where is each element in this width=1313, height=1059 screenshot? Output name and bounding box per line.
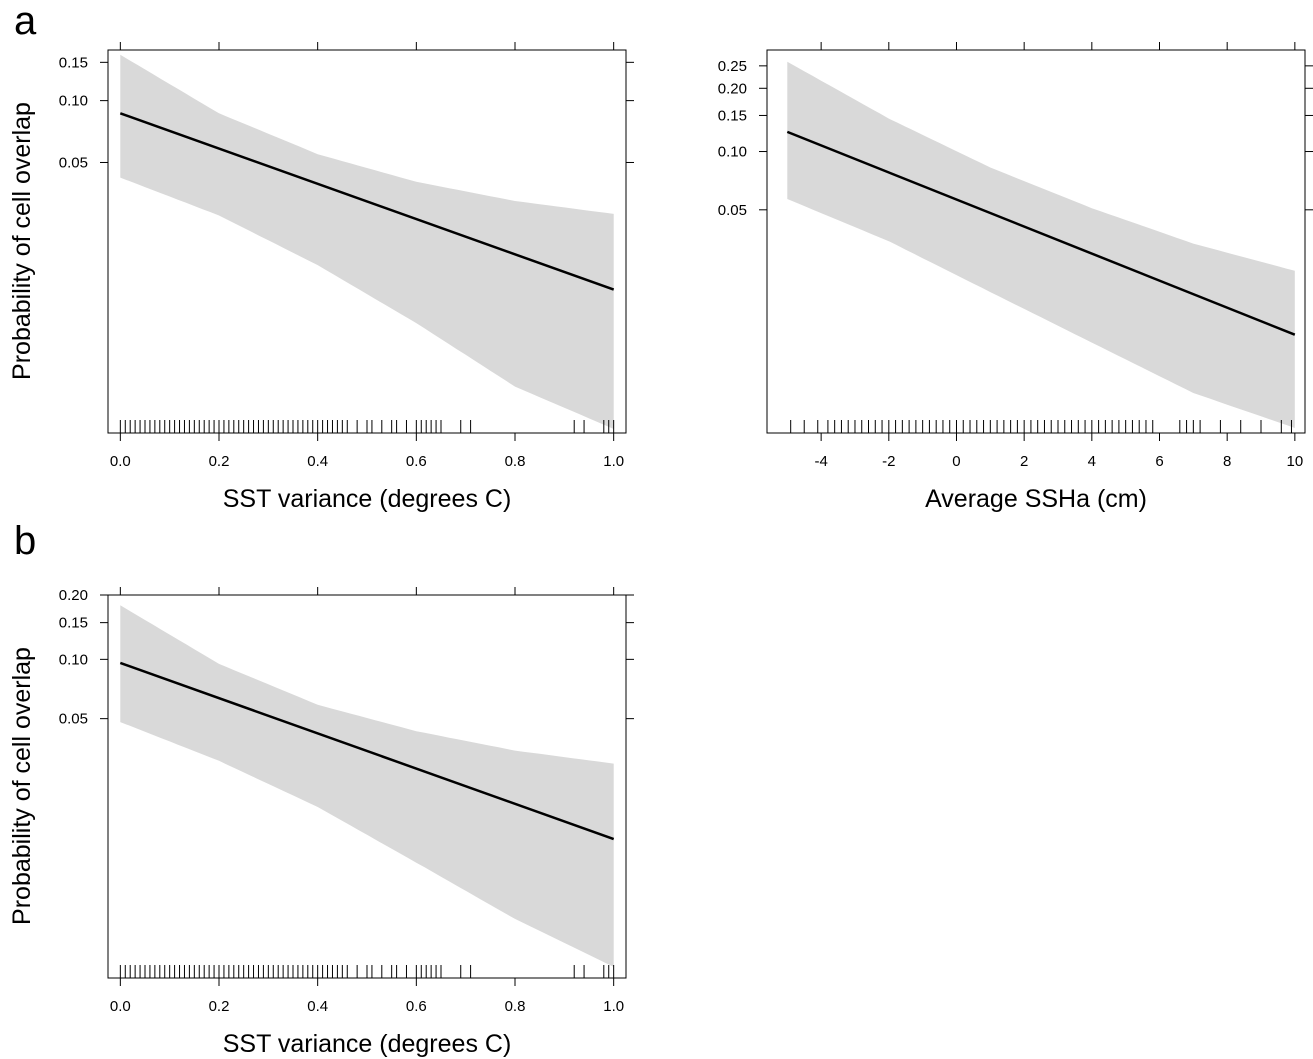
x-tick-label: 0.6 (406, 998, 427, 1015)
y-tick-label: 0.10 (59, 93, 88, 110)
fitted-line (786, 130, 1296, 336)
rug (119, 965, 615, 978)
x-tick-label: 1.0 (603, 453, 624, 470)
x-tick-label: 0 (952, 453, 960, 470)
x-tick-label: 0.2 (209, 453, 230, 470)
y-tick-label: 0.20 (59, 587, 88, 604)
y-tick-label: 0.15 (718, 107, 747, 124)
chart-panel-a-ssha: -4 -2 0 2 4 6 8 10 0.05 0.10 0.15 0.20 0.25 Average S… (718, 42, 1313, 513)
rug (790, 420, 1292, 433)
y-tick-label: 0.15 (59, 54, 88, 71)
x-axis-title: SST variance (degrees C) (223, 485, 512, 513)
x-tick-label: 0.6 (406, 453, 427, 470)
x-tick-label: 0.0 (110, 998, 131, 1015)
y-tick-label: 0.25 (718, 58, 747, 75)
y-tick-label: 0.10 (59, 651, 88, 668)
y-tick-label: 0.15 (59, 615, 88, 632)
x-tick-label: 1.0 (603, 998, 624, 1015)
rug (119, 420, 615, 433)
x-tick-label: 10 (1287, 453, 1304, 470)
x-tick-label: 0.4 (307, 998, 328, 1015)
x-tick-label: 0.2 (209, 998, 230, 1015)
plot-frame (107, 594, 627, 979)
y-tick-label: 0.05 (59, 711, 88, 728)
y-axis-title: Probability of cell overlap (8, 102, 36, 380)
y-tick-label: 0.05 (718, 202, 747, 219)
fitted-line (119, 112, 615, 291)
confidence-band (120, 605, 614, 967)
chart-panel-a-sst: 0.0 0.2 0.4 0.6 0.8 1.0 0.05 0.10 0.15 SST varian… (8, 42, 634, 513)
x-tick-label: -4 (814, 453, 827, 470)
x-tick-label: -2 (882, 453, 895, 470)
y-axis-title: Probability of cell overlap (8, 647, 36, 925)
fitted-line (119, 661, 615, 841)
x-tick-label: 8 (1223, 453, 1231, 470)
confidence-band (120, 54, 614, 430)
x-axis-title: SST variance (degrees C) (223, 1030, 512, 1058)
x-tick-label: 4 (1088, 453, 1096, 470)
y-tick-label: 0.05 (59, 154, 88, 171)
x-tick-label: 6 (1155, 453, 1163, 470)
x-tick-label: 0.0 (110, 453, 131, 470)
chart-panel-b-sst: 0.0 0.2 0.4 0.6 0.8 1.0 0.05 0.10 0.15 0.20 SST va… (8, 587, 634, 1058)
plot-frame (766, 49, 1306, 434)
plot-frame (107, 49, 627, 434)
x-tick-label: 0.8 (505, 453, 526, 470)
confidence-band (787, 61, 1295, 428)
x-tick-label: 0.8 (505, 998, 526, 1015)
y-tick-label: 0.20 (718, 80, 747, 97)
x-tick-label: 2 (1020, 453, 1028, 470)
y-tick-label: 0.10 (718, 144, 747, 161)
x-axis-title: Average SSHa (cm) (925, 485, 1147, 513)
x-tick-label: 0.4 (307, 453, 328, 470)
panel-letter-b: b (14, 519, 36, 563)
panel-letter-a: a (14, 0, 37, 43)
